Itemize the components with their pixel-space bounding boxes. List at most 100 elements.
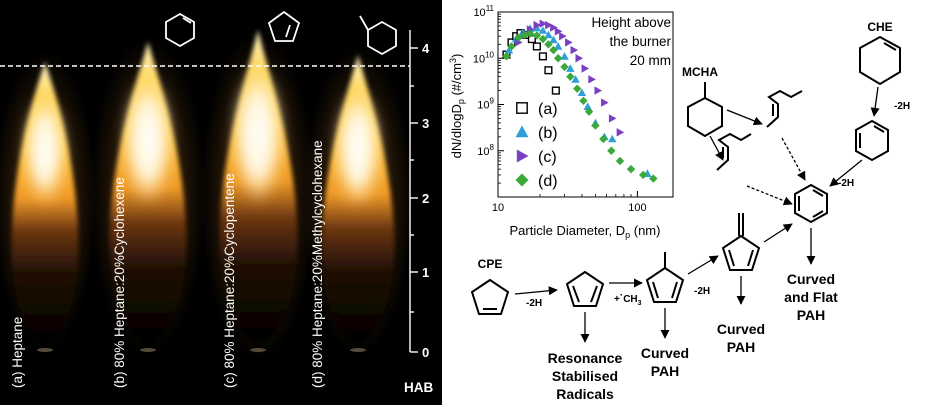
- data-point: [553, 42, 563, 50]
- y-axis-label: dN/dlogDp (#/cm3): [448, 54, 466, 159]
- data-point: [560, 52, 569, 60]
- open-chain-1-icon: [766, 89, 803, 128]
- data-point: [608, 114, 617, 123]
- chart-series: [502, 19, 658, 183]
- data-point: [549, 35, 558, 44]
- cyclohexene-icon: [165, 12, 195, 48]
- cyclohexadiene-ring-icon: [855, 119, 889, 162]
- y-tick-label: 109: [477, 97, 494, 112]
- right-panel: 10 100 108 109 1010 1011 Height above the bu…: [448, 4, 910, 402]
- cpe-label: CPE: [478, 257, 503, 271]
- y-tick-label: 1011: [473, 4, 494, 19]
- hab-tick-1: 1: [422, 265, 429, 280]
- data-point: [571, 75, 580, 83]
- data-point: [570, 45, 579, 55]
- minus-2h-cpe: -2H: [526, 298, 542, 309]
- legend-marker: [516, 149, 529, 163]
- arrow-che-to-cyclohexadiene: [870, 86, 880, 117]
- cpe-ring-icon: [470, 278, 510, 315]
- chart-annotation-line2: the burner: [609, 34, 671, 49]
- reaction-mechanism: [470, 35, 901, 315]
- resonance-label-1: Resonance: [548, 350, 623, 366]
- x-tick-label: 10: [492, 202, 504, 214]
- arrow-mcha-to-chain1: [726, 109, 763, 126]
- data-point: [544, 66, 553, 75]
- burner-glints: [37, 348, 366, 352]
- legend-marker: [515, 173, 529, 187]
- y-tick-label: 1010: [473, 50, 495, 65]
- che-ring-icon: [859, 35, 901, 86]
- data-point: [538, 52, 547, 61]
- arrow-fulvene-to-benzene: [763, 223, 793, 243]
- data-point: [577, 88, 587, 97]
- data-point: [532, 23, 542, 32]
- curved-pah-right-2: PAH: [727, 339, 756, 355]
- data-point: [549, 45, 558, 55]
- flame-label-c: (c) 80% Heptane:20%Cyclopentene: [222, 173, 237, 388]
- data-point: [594, 86, 603, 95]
- data-point: [544, 30, 553, 39]
- minus-2h-chd: -2H: [838, 178, 854, 189]
- fulvene-ring-icon: [721, 234, 761, 271]
- y-axis: 108 109 1010 1011: [473, 4, 504, 184]
- methylcyclohexane-icon: [359, 15, 397, 56]
- data-point: [588, 75, 596, 84]
- data-point: [583, 102, 592, 110]
- flame-photo-panel: (a) Heptane (b) 80% Heptane:20%Cyclohexe…: [0, 0, 442, 405]
- data-point: [539, 19, 548, 28]
- flame-label-d: (d) 80% Heptane:20%Methylcyclohexane: [310, 140, 325, 388]
- arrow-mcha-to-chain2: [709, 135, 724, 161]
- x-axis-label: Particle Diameter, Dp (nm): [510, 223, 661, 240]
- data-point: [608, 134, 617, 143]
- chart-annotation-line3: 20 mm: [630, 53, 671, 68]
- size-distribution-chart: 10 100 108 109 1010 1011 Height above the bu…: [448, 4, 674, 240]
- hab-tick-2: 2: [422, 191, 429, 206]
- curved-flat-pah-2: and Flat: [784, 289, 838, 305]
- data-point: [538, 26, 548, 34]
- resonance-label-2: Stabilised: [552, 368, 618, 384]
- data-point: [581, 64, 590, 73]
- arrow-cyclohexadiene-to-benzene: [829, 159, 863, 187]
- flame-label-b: (b) 80% Heptane:20%Cyclohexene: [112, 177, 127, 388]
- data-point: [504, 45, 514, 54]
- che-label: CHE: [867, 20, 892, 34]
- hab-scale: [409, 30, 418, 353]
- curved-flat-pah-3: PAH: [797, 307, 826, 323]
- flame-d: [303, 45, 413, 355]
- x-axis: 10 100: [492, 191, 647, 214]
- legend-label: (d): [538, 173, 558, 190]
- legend-marker: [516, 102, 528, 114]
- series-triangle-right: [515, 19, 625, 137]
- mechanism-labels: CHE -2H -2H MCHA CPE -2H +·CH3 -2H Reson…: [478, 20, 910, 402]
- data-point: [565, 38, 573, 47]
- legend-label: (a): [538, 101, 558, 118]
- legend-marker: [515, 125, 529, 138]
- hab-tick-4: 4: [422, 41, 430, 56]
- mcha-label: MCHA: [682, 65, 718, 79]
- data-point: [502, 52, 511, 61]
- flame-photo: (a) Heptane (b) 80% Heptane:20%Cyclohexe…: [0, 10, 433, 395]
- arrow-chain2-to-benzene: [746, 185, 793, 206]
- benzene-ring-icon: [794, 183, 828, 224]
- flame-b: [90, 35, 206, 355]
- minus-2h-fulvene: -2H: [694, 286, 710, 297]
- chart-annotation-line1: Height above: [591, 15, 671, 30]
- data-point: [532, 42, 541, 51]
- flame-a: [0, 50, 97, 350]
- legend-label: (c): [538, 149, 557, 166]
- flame-label-a: (a) Heptane: [10, 317, 25, 388]
- minus-2h-che: -2H: [894, 101, 910, 112]
- data-point: [544, 40, 553, 49]
- curved-pah-right-1: Curved: [717, 321, 765, 337]
- arrow-cpe-to-cpd: [514, 286, 558, 296]
- flame-c: [200, 30, 316, 360]
- hab-label: HAB: [404, 380, 433, 395]
- data-point: [525, 29, 535, 38]
- arrow-chain1-to-benzene: [781, 137, 806, 181]
- data-point: [566, 72, 575, 81]
- resonance-label-3: Radicals: [556, 386, 614, 402]
- data-point: [532, 31, 542, 40]
- hab-tick-3: 3: [422, 116, 429, 131]
- data-point: [551, 86, 560, 95]
- data-point: [575, 54, 584, 63]
